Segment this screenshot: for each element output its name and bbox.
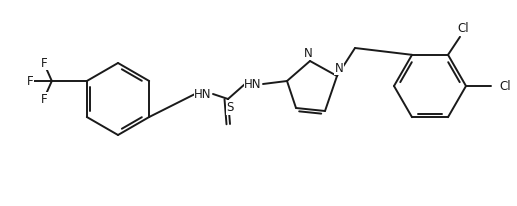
Text: F: F bbox=[26, 75, 33, 88]
Text: N: N bbox=[303, 47, 312, 60]
Text: F: F bbox=[40, 92, 47, 105]
Text: Cl: Cl bbox=[499, 80, 511, 92]
Text: HN: HN bbox=[244, 77, 262, 90]
Text: Cl: Cl bbox=[457, 22, 469, 35]
Text: N: N bbox=[334, 62, 343, 75]
Text: F: F bbox=[40, 56, 47, 69]
Text: HN: HN bbox=[194, 88, 212, 101]
Text: S: S bbox=[226, 101, 234, 114]
